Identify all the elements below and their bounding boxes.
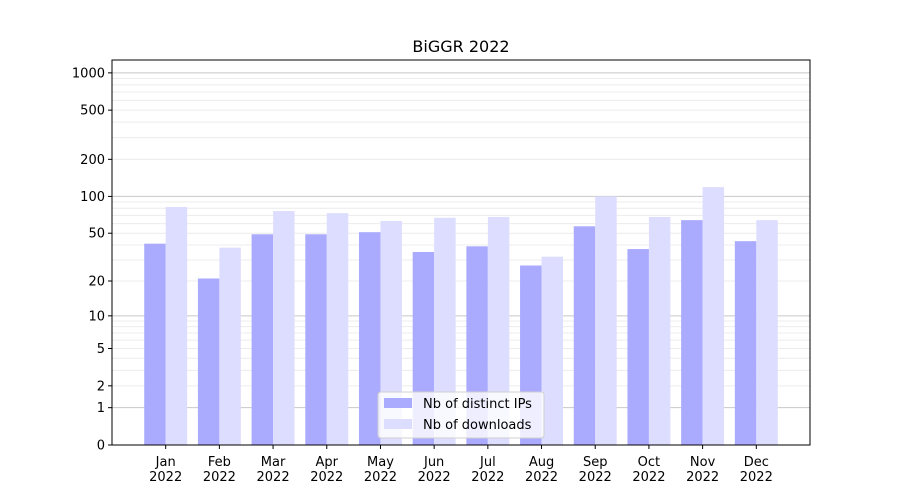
x-tick-label-line: 2022 bbox=[632, 470, 665, 485]
x-tick-label-line: Aug bbox=[529, 455, 554, 470]
y-tick-label: 2 bbox=[97, 379, 105, 394]
x-tick-label: Sep 2022 bbox=[579, 455, 612, 485]
x-tick-label-line: 2022 bbox=[149, 470, 182, 485]
y-tick-label: 500 bbox=[80, 104, 105, 119]
plot-frame bbox=[111, 59, 811, 446]
x-tick-label-line: 2022 bbox=[364, 470, 397, 485]
y-tick-label: 20 bbox=[88, 275, 105, 290]
y-tick-label: 1 bbox=[97, 401, 105, 416]
chart-title: BiGGR 2022 bbox=[412, 37, 509, 56]
x-tick-label-line: 2022 bbox=[740, 470, 773, 485]
x-tick-label: Aug 2022 bbox=[525, 455, 558, 485]
legend-label: Nb of distinct IPs bbox=[423, 397, 532, 412]
y-tick-label: 5 bbox=[97, 342, 105, 357]
x-tick-label-line: Jan bbox=[155, 455, 176, 470]
x-tick-label-line: Jun bbox=[423, 455, 444, 470]
y-tick-label: 100 bbox=[80, 190, 105, 205]
x-tick-label-line: Dec bbox=[744, 455, 769, 470]
x-tick-label-line: 2022 bbox=[686, 470, 719, 485]
y-tick-label: 0 bbox=[97, 439, 105, 454]
x-tick-label-line: 2022 bbox=[525, 470, 558, 485]
bar-distinct-ips bbox=[197, 278, 220, 445]
bar-downloads bbox=[434, 217, 456, 445]
x-tick-label: Feb 2022 bbox=[203, 455, 236, 485]
bar-distinct-ips bbox=[573, 226, 596, 445]
legend-swatch bbox=[384, 398, 412, 408]
x-tick-label-line: Apr bbox=[316, 455, 339, 470]
x-tick-label: Mar 2022 bbox=[257, 455, 290, 485]
bar-downloads bbox=[273, 211, 295, 445]
x-tick-label-line: 2022 bbox=[257, 470, 290, 485]
bar-downloads bbox=[380, 220, 402, 445]
y-tick-label: 10 bbox=[88, 309, 105, 324]
x-tick-label: May 2022 bbox=[364, 455, 397, 485]
bar-distinct-ips bbox=[305, 234, 327, 445]
x-tick-label-line: Jul bbox=[479, 455, 496, 470]
bar-distinct-ips bbox=[251, 234, 274, 445]
x-tick-label: Dec 2022 bbox=[740, 455, 773, 485]
x-tick-label-line: Feb bbox=[208, 455, 231, 470]
y-tick-label: 50 bbox=[88, 227, 105, 242]
x-tick-label-line: 2022 bbox=[203, 470, 236, 485]
x-tick-label-line: 2022 bbox=[418, 470, 451, 485]
x-tick-label: Oct 2022 bbox=[632, 455, 665, 485]
x-tick-label: Jan 2022 bbox=[149, 455, 182, 485]
y-tick-label: 200 bbox=[80, 153, 105, 168]
x-tick-label-line: Sep bbox=[583, 455, 608, 470]
bar-downloads bbox=[487, 216, 510, 445]
bar-distinct-ips bbox=[734, 241, 757, 445]
y-tick-label: 1000 bbox=[72, 66, 105, 81]
legend-swatch bbox=[384, 419, 412, 429]
x-tick-label-line: Oct bbox=[638, 455, 660, 470]
y-axis: 0 1 2 5 10 20 50 100 200 500 1000 bbox=[72, 66, 112, 454]
bar-downloads bbox=[165, 206, 188, 445]
x-tick-label-line: 2022 bbox=[471, 470, 504, 485]
bar-downloads bbox=[595, 196, 617, 445]
bar-downloads bbox=[219, 247, 241, 445]
x-tick-label: Nov 2022 bbox=[686, 455, 719, 485]
x-tick-label-line: Mar bbox=[261, 455, 286, 470]
bar-distinct-ips bbox=[627, 249, 649, 445]
x-tick-label-line: Nov bbox=[690, 455, 716, 470]
bar-downloads bbox=[756, 220, 778, 445]
x-tick-label-line: May bbox=[367, 455, 394, 470]
legend: Nb of distinct IPs Nb of downloads bbox=[377, 391, 545, 439]
bar-downloads bbox=[326, 213, 349, 445]
legend-box bbox=[377, 391, 545, 439]
x-tick-label-line: 2022 bbox=[579, 470, 612, 485]
bar-downloads bbox=[702, 187, 725, 445]
x-tick-label-line: 2022 bbox=[310, 470, 343, 485]
bar-distinct-ips bbox=[358, 232, 381, 445]
bar-downloads bbox=[648, 216, 671, 445]
x-tick-label: Jun 2022 bbox=[418, 455, 451, 485]
bar-distinct-ips bbox=[681, 220, 703, 445]
legend-label: Nb of downloads bbox=[423, 418, 532, 433]
x-tick-label: Jul 2022 bbox=[471, 455, 504, 485]
bar-distinct-ips bbox=[144, 243, 166, 445]
bar-downloads bbox=[541, 256, 564, 445]
x-tick-label: Apr 2022 bbox=[310, 455, 343, 485]
